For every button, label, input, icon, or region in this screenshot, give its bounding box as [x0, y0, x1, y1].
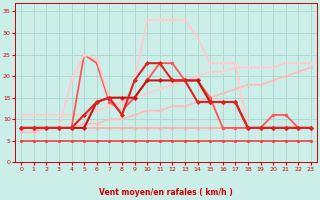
X-axis label: Vent moyen/en rafales ( km/h ): Vent moyen/en rafales ( km/h )	[99, 188, 233, 197]
